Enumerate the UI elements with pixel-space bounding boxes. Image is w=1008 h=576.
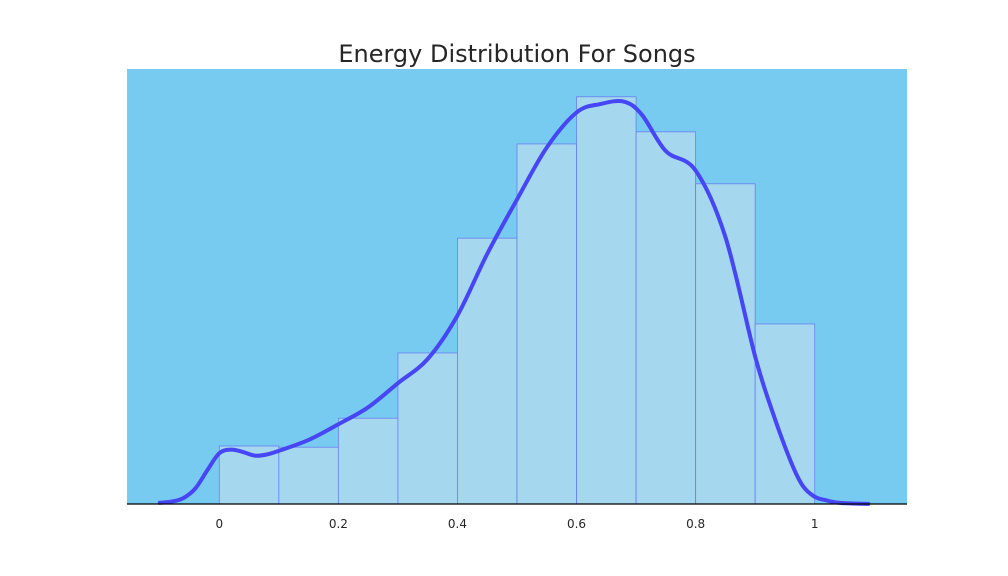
histogram-bar xyxy=(754,323,816,505)
kde-density-line xyxy=(157,98,871,506)
histogram-bar xyxy=(635,131,697,505)
histogram-bar xyxy=(337,417,399,505)
x-tick-label: 0 xyxy=(215,517,223,531)
x-tick-label: 0.2 xyxy=(329,517,348,531)
x-tick-label: 0.4 xyxy=(448,517,467,531)
x-tick-label: 0.6 xyxy=(567,517,586,531)
x-tick-label: 1 xyxy=(811,517,819,531)
x-axis-ticks: 0 0.2 0.4 0.6 0.8 1 xyxy=(215,517,818,531)
x-tick-label: 0.8 xyxy=(686,517,705,531)
chart-title: Energy Distribution For Songs xyxy=(338,40,695,68)
histogram-bar xyxy=(278,446,339,505)
histogram-bar xyxy=(457,237,518,505)
histogram-bar xyxy=(576,96,637,505)
histogram-bar xyxy=(516,143,577,505)
